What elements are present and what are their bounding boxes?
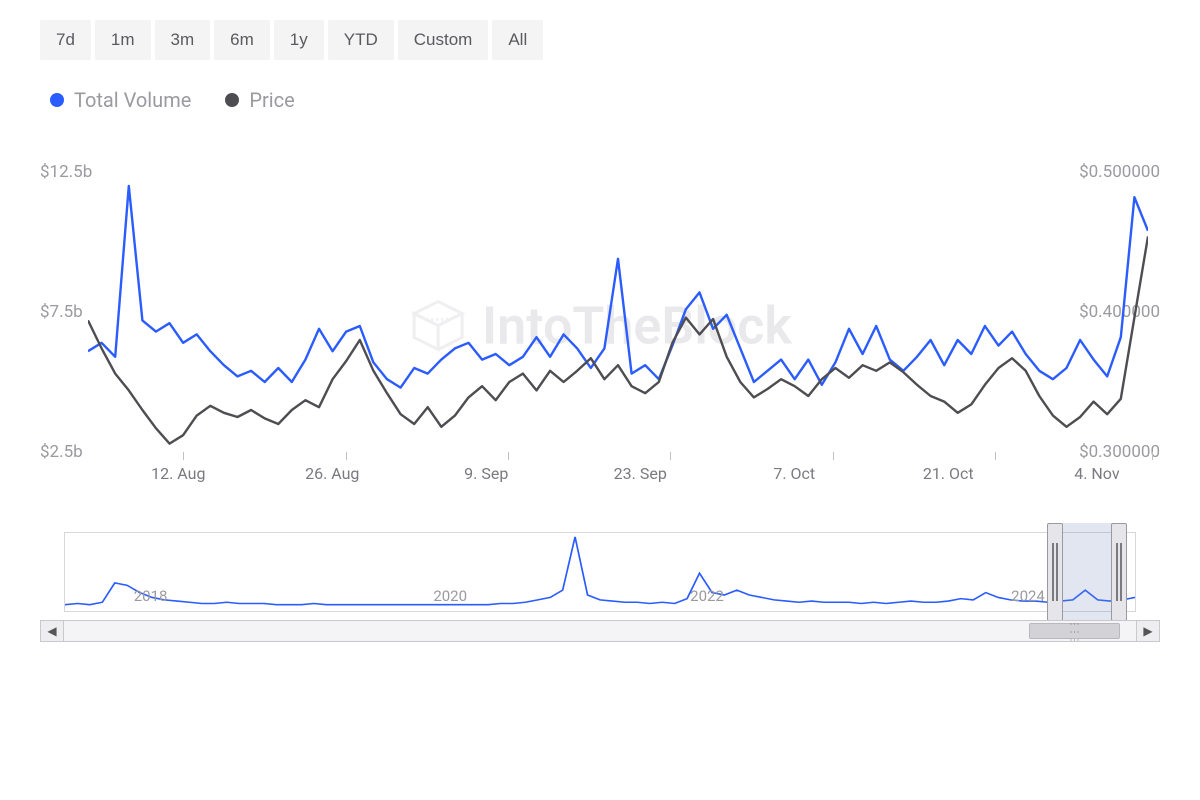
- nav-year-label: 2022: [690, 587, 724, 605]
- x-tick-mark: [183, 452, 184, 460]
- x-tick-label: 9. Sep: [464, 464, 508, 483]
- x-tick-mark: [508, 452, 509, 460]
- chart-legend: Total Volume Price: [40, 88, 1160, 112]
- legend-item-total-volume[interactable]: Total Volume: [50, 88, 191, 112]
- range-btn-1m[interactable]: 1m: [95, 20, 151, 60]
- range-btn-6m[interactable]: 6m: [214, 20, 270, 60]
- nav-year-label: 2018: [134, 587, 168, 605]
- scroll-left-button[interactable]: ◀: [40, 620, 64, 642]
- x-tick-mark: [1152, 452, 1153, 460]
- range-btn-3m[interactable]: 3m: [155, 20, 211, 60]
- navigator-plot[interactable]: 2018 2020 2022 2024: [64, 532, 1136, 612]
- navigator-line: [65, 533, 1135, 611]
- x-tick-label: 4. Nov: [1074, 464, 1119, 483]
- x-tick-mark: [346, 452, 347, 460]
- x-tick-label: 23. Sep: [614, 464, 667, 483]
- x-tick-label: 21. Oct: [923, 464, 974, 483]
- range-btn-all[interactable]: All: [492, 20, 543, 60]
- legend-label: Price: [249, 88, 294, 112]
- navigator-handle-left[interactable]: [1047, 523, 1063, 621]
- legend-dot-icon: [50, 93, 64, 107]
- chart-plot: [88, 172, 1148, 452]
- x-tick-label: 7. Oct: [773, 464, 815, 483]
- main-chart[interactable]: $2.5b$7.5b$12.5b $0.300000$0.400000$0.50…: [40, 172, 1160, 492]
- x-tick-mark: [833, 452, 834, 460]
- nav-year-label: 2024: [1011, 587, 1045, 605]
- navigator-series: [65, 537, 1135, 605]
- scroll-right-button[interactable]: ▶: [1136, 620, 1160, 642]
- scroll-thumb[interactable]: [1029, 623, 1120, 639]
- range-btn-1y[interactable]: 1y: [274, 20, 324, 60]
- navigator-scrollbar: ◀ ▶: [40, 620, 1160, 642]
- x-axis: 12. Aug 26. Aug 9. Sep 23. Sep 7. Oct 21. Oct…: [88, 464, 1150, 488]
- x-tick-label: 12. Aug: [151, 464, 205, 483]
- x-tick-mark: [670, 452, 671, 460]
- range-btn-ytd[interactable]: YTD: [328, 20, 394, 60]
- x-tick-label: 26. Aug: [305, 464, 359, 483]
- range-btn-custom[interactable]: Custom: [398, 20, 489, 60]
- range-btn-7d[interactable]: 7d: [40, 20, 91, 60]
- navigator: 2018 2020 2022 2024 ◀ ▶: [40, 532, 1160, 652]
- navigator-handle-right[interactable]: [1111, 523, 1127, 621]
- x-tick-mark: [995, 452, 996, 460]
- scroll-track[interactable]: [64, 620, 1136, 642]
- series-total-volume: [88, 186, 1148, 388]
- navigator-window[interactable]: [1055, 523, 1119, 621]
- legend-item-price[interactable]: Price: [225, 88, 294, 112]
- range-selector: 7d1m3m6m1yYTDCustomAll: [40, 20, 1160, 60]
- legend-dot-icon: [225, 93, 239, 107]
- nav-year-label: 2020: [433, 587, 467, 605]
- legend-label: Total Volume: [74, 88, 191, 112]
